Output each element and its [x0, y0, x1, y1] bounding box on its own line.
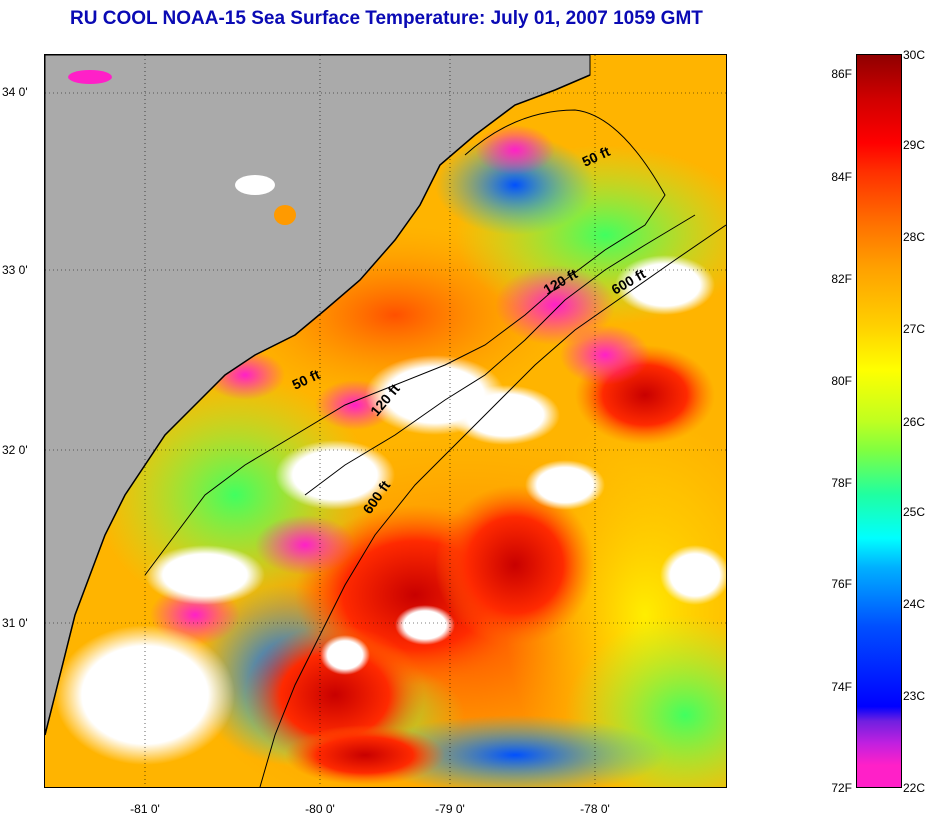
colorbar-label-74F: 74F [831, 680, 852, 694]
colorbar-label-84F: 84F [831, 170, 852, 184]
cloud-area-7 [525, 460, 605, 510]
lon-label-79: -79 0' [435, 802, 465, 816]
lon-label-78: -78 0' [580, 802, 610, 816]
colorbar-label-28C: 28C [903, 230, 926, 244]
lat-label-32: 32 0' [2, 443, 28, 457]
cold-patch-4 [255, 515, 355, 575]
colorbar-label-24C: 24C [903, 597, 926, 611]
inland-lake-3 [274, 205, 296, 225]
sst-map[interactable]: 50 ft 50 ft 120 ft 120 ft 600 ft 600 ft [44, 54, 727, 788]
lon-label-81: -81 0' [130, 802, 160, 816]
colorbar-label-25C: 25C [903, 505, 926, 519]
map-title: RU COOL NOAA-15 Sea Surface Temperature:… [70, 8, 703, 29]
lon-label-80: -80 0' [305, 802, 335, 816]
cloud-area-10 [320, 635, 370, 675]
cloud-area-8 [660, 545, 726, 605]
isobath-600ft [259, 224, 726, 787]
gulf-stream-core-e [285, 725, 445, 785]
graticule [45, 55, 726, 787]
colorbar-label-30C: 30C [903, 48, 926, 62]
colorbar-label-29C: 29C [903, 138, 926, 152]
cold-patch-3 [560, 325, 650, 385]
colorbar-label-22C: 22C [903, 781, 926, 795]
lat-label-31: 31 0' [2, 616, 28, 630]
colorbar-label-27C: 27C [903, 322, 926, 336]
cloud-area-3 [275, 440, 395, 510]
colorbar-label-23C: 23C [903, 689, 926, 703]
colorbar-label-72F: 72F [831, 781, 852, 795]
cloud-area-9 [395, 605, 455, 645]
cold-patch-2 [475, 125, 555, 175]
inland-lake-2 [235, 175, 275, 195]
colorbar-label-86F: 86F [831, 67, 852, 81]
cloud-area-2 [450, 385, 560, 445]
colorbar-label-26C: 26C [903, 415, 926, 429]
blue-water-south [365, 715, 665, 787]
lat-label-33: 33 0' [2, 263, 28, 277]
sst-map-canvas: 50 ft 50 ft 120 ft 120 ft 600 ft 600 ft [45, 55, 726, 787]
coastline [45, 74, 591, 736]
isobath-50ft [144, 109, 666, 576]
blue-water-north [435, 135, 595, 235]
isobath-120ft [304, 214, 696, 496]
lat-label-34: 34 0' [2, 85, 28, 99]
colorbar-label-80F: 80F [831, 374, 852, 388]
temperature-colorbar [856, 54, 902, 788]
cloud-area-4 [145, 545, 265, 605]
inland-lake-1 [68, 70, 112, 84]
colorbar-label-76F: 76F [831, 577, 852, 591]
gulf-stream-core-c [435, 485, 595, 645]
colorbar-label-82F: 82F [831, 272, 852, 286]
colorbar-label-78F: 78F [831, 476, 852, 490]
